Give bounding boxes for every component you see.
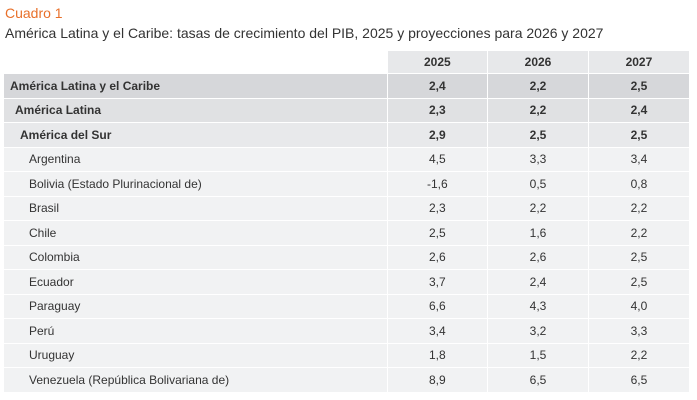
- row-label: América Latina y el Caribe: [4, 73, 388, 99]
- row-label: Brasil: [4, 196, 388, 221]
- value-cell-2025: 4,5: [386, 147, 488, 172]
- header-row: 2025 2026 2027: [4, 51, 689, 74]
- value-cell-2025: 6,6: [386, 294, 488, 319]
- column-header-2025: 2025: [386, 51, 488, 74]
- value-cell-2027: 2,5: [587, 122, 689, 148]
- row-label: Paraguay: [4, 294, 388, 319]
- value-cell-2025: 2,6: [386, 245, 488, 270]
- value-cell-2026: 2,2: [487, 73, 589, 99]
- row-label: Chile: [4, 220, 388, 246]
- row-label: Bolivia (Estado Plurinacional de): [4, 171, 388, 197]
- value-cell-2027: 2,2: [587, 343, 689, 368]
- table-row: Perú 3,4 3,2 3,3: [4, 318, 689, 344]
- table-header: Cuadro 1 América Latina y el Caribe: tas…: [5, 5, 603, 42]
- value-cell-2026: 4,3: [487, 294, 589, 319]
- value-cell-2025: 3,7: [386, 269, 488, 295]
- value-cell-2027: 2,5: [587, 73, 689, 99]
- value-cell-2025: 3,4: [386, 318, 488, 344]
- table-row: Venezuela (República Bolivariana de) 8,9 6…: [4, 367, 689, 393]
- value-cell-2026: 2,6: [487, 245, 589, 270]
- value-cell-2026: 2,2: [487, 98, 589, 123]
- value-cell-2025: 2,9: [386, 122, 488, 148]
- row-label: Venezuela (República Bolivariana de): [4, 367, 388, 393]
- value-cell-2027: 2,2: [587, 220, 689, 246]
- table-title: América Latina y el Caribe: tasas de cre…: [5, 25, 604, 41]
- value-cell-2026: 0,5: [487, 171, 589, 197]
- column-header-2027: 2027: [587, 51, 689, 74]
- header-blank-cell: [4, 51, 388, 74]
- value-cell-2027: 6,5: [587, 367, 689, 393]
- table-row: Paraguay 6,6 4,3 4,0: [4, 294, 689, 319]
- row-label: Argentina: [4, 147, 388, 172]
- value-cell-2026: 2,2: [487, 196, 589, 221]
- table-row: América Latina y el Caribe 2,4 2,2 2,5: [4, 73, 689, 99]
- value-cell-2025: 2,4: [386, 73, 488, 99]
- value-cell-2026: 1,5: [487, 343, 589, 368]
- row-label: Ecuador: [4, 269, 388, 295]
- table-row: Brasil 2,3 2,2 2,2: [4, 196, 689, 221]
- table-row: Argentina 4,5 3,3 3,4: [4, 147, 689, 172]
- row-label: América del Sur: [4, 122, 388, 148]
- value-cell-2027: 2,2: [587, 196, 689, 221]
- value-cell-2025: 8,9: [386, 367, 488, 393]
- value-cell-2027: 4,0: [587, 294, 689, 319]
- column-header-2026: 2026: [487, 51, 589, 74]
- value-cell-2025: 2,5: [386, 220, 488, 246]
- value-cell-2026: 3,3: [487, 147, 589, 172]
- value-cell-2025: -1,6: [386, 171, 488, 197]
- value-cell-2027: 2,4: [587, 98, 689, 123]
- value-cell-2026: 6,5: [487, 367, 589, 393]
- value-cell-2025: 2,3: [386, 196, 488, 221]
- table-label: Cuadro 1: [5, 5, 63, 21]
- row-label: América Latina: [4, 98, 388, 123]
- value-cell-2027: 3,4: [587, 147, 689, 172]
- table-row: América Latina 2,3 2,2 2,4: [4, 98, 689, 123]
- value-cell-2026: 2,4: [487, 269, 589, 295]
- row-label: Colombia: [4, 245, 388, 270]
- value-cell-2027: 2,5: [587, 269, 689, 295]
- table-row: Colombia 2,6 2,6 2,5: [4, 245, 689, 270]
- table-row: Uruguay 1,8 1,5 2,2: [4, 343, 689, 368]
- value-cell-2027: 0,8: [587, 171, 689, 197]
- table-row: Bolivia (Estado Plurinacional de) -1,6 0,5…: [4, 171, 689, 197]
- table-row: Chile 2,5 1,6 2,2: [4, 220, 689, 246]
- value-cell-2025: 2,3: [386, 98, 488, 123]
- table-row: Ecuador 3,7 2,4 2,5: [4, 269, 689, 295]
- gdp-growth-table: 2025 2026 2027 América Latina y el Carib…: [4, 51, 689, 393]
- value-cell-2025: 1,8: [386, 343, 488, 368]
- value-cell-2026: 3,2: [487, 318, 589, 344]
- row-label: Uruguay: [4, 343, 388, 368]
- value-cell-2027: 2,5: [587, 245, 689, 270]
- table-row: América del Sur 2,9 2,5 2,5: [4, 122, 689, 148]
- row-label: Perú: [4, 318, 388, 344]
- table-body: América Latina y el Caribe 2,4 2,2 2,5 Améri…: [4, 73, 689, 393]
- value-cell-2026: 2,5: [487, 122, 589, 148]
- value-cell-2026: 1,6: [487, 220, 589, 246]
- value-cell-2027: 3,3: [587, 318, 689, 344]
